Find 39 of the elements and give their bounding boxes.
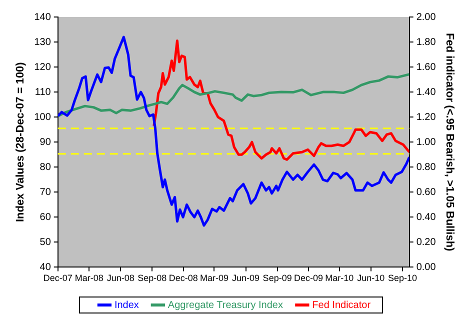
x-tick-label: Mar-09: [200, 273, 228, 284]
y-axis-title: Index Values (28-Dec-07 = 100): [14, 62, 27, 222]
y-tick-label: 120: [34, 62, 52, 73]
x-tick-label: Jun-10: [357, 273, 385, 284]
x-tick-label: Dec-09: [294, 273, 324, 284]
y-tick-label: 70: [40, 186, 52, 198]
y-tick-label: 130: [34, 36, 52, 48]
y2-tick-label: 1.80: [416, 36, 436, 48]
y-tick-label: 40: [40, 262, 52, 273]
y-tick-label: 110: [34, 86, 52, 98]
y2-tick-label: 0.80: [416, 162, 436, 173]
y2-axis-title: Fed indicator (<.95 Bearish, >1.05 Bullish): [443, 32, 456, 252]
x-tick-label: Sep-08: [138, 273, 167, 284]
y2-tick-label: 0.40: [416, 212, 436, 223]
y2-tick-label: 1.00: [416, 136, 436, 148]
x-tick-label: Jun-09: [232, 273, 260, 284]
y-tick-label: 90: [40, 136, 52, 148]
y2-tick-label: 0.00: [416, 262, 436, 273]
y2-tick-label: 0.60: [416, 186, 436, 198]
y2-tick-label: 1.40: [416, 86, 436, 98]
legend-label: Fed Indicator: [312, 300, 372, 311]
y2-tick-label: 0.20: [416, 236, 436, 248]
y-tick-label: 100: [34, 112, 52, 123]
x-tick-label: Jun-08: [106, 273, 134, 284]
x-tick-label: Mar-08: [74, 273, 104, 284]
y2-tick-label: 1.60: [416, 62, 436, 73]
y-tick-label: 80: [40, 162, 52, 173]
legend-label: Aggregate Treasury Index: [168, 300, 284, 311]
y-tick-label: 60: [40, 212, 52, 223]
x-tick-label: Sep-10: [388, 273, 417, 284]
x-tick-label: Sep-09: [262, 273, 292, 284]
legend-label: Index: [114, 300, 139, 311]
x-tick-label: Mar-10: [325, 273, 354, 284]
y2-tick-label: 1.20: [416, 112, 436, 123]
x-tick-label: Dec-08: [168, 273, 198, 284]
y-tick-label: 50: [40, 236, 52, 248]
y2-tick-label: 2.00: [416, 12, 436, 23]
x-tick-label: Dec-07: [43, 273, 72, 284]
y-tick-label: 140: [34, 12, 52, 23]
